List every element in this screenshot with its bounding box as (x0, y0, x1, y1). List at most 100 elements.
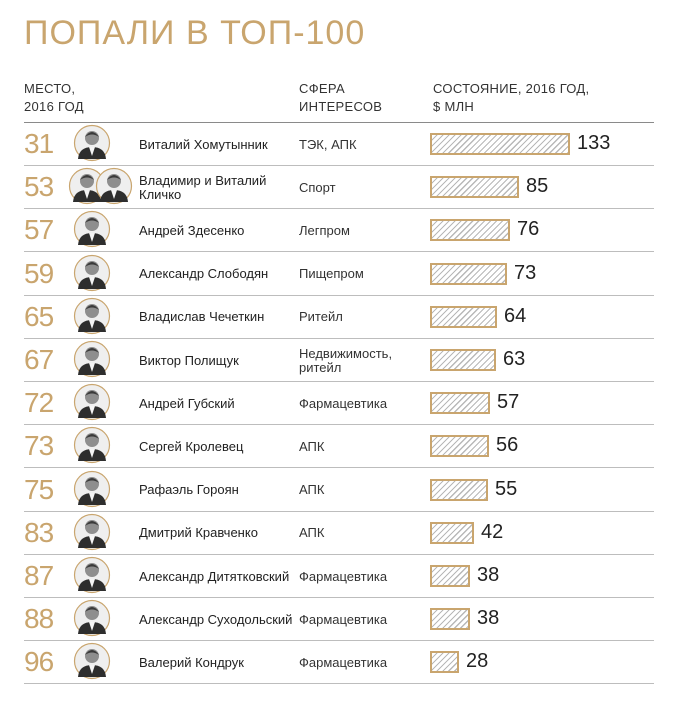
column-header-sphere-line2: ИНТЕРЕСОВ (299, 99, 383, 114)
sphere-of-interest: Фармацевтика (299, 395, 388, 411)
avatar (73, 384, 111, 421)
table-row: 96 Валерий Кондрук Фармацевтика 28 (24, 641, 654, 685)
avatar (73, 427, 111, 464)
wealth-bar (430, 651, 459, 674)
rank-value: 75 (24, 473, 54, 505)
rank-value: 87 (24, 560, 54, 591)
row-divider (24, 294, 654, 296)
wealth-bar (430, 435, 489, 458)
rank-value: 83 (24, 516, 54, 548)
sphere-of-interest: Спорт (299, 179, 336, 195)
table-row: 67 Виктор Полищук Недвижимость, ритейл 63 (24, 339, 654, 382)
wealth-bar (430, 219, 510, 242)
wealth-bar (430, 608, 470, 631)
wealth-value-label: 38 (477, 564, 500, 586)
avatar (73, 297, 111, 334)
column-header-wealth: СОСТОЯНИЕ, 2016 ГОД, $ МЛН (433, 80, 589, 116)
table-top-rule (24, 122, 654, 123)
row-divider (24, 640, 654, 642)
avatar (73, 470, 111, 507)
sphere-of-interest: АПК (299, 482, 325, 498)
rank-value: 72 (24, 387, 54, 419)
sphere-of-interest: Фармацевтика (299, 654, 388, 670)
table-row: 72 Андрей Губский Фармацевтика 57 (24, 382, 654, 426)
rank-value: 67 (24, 344, 54, 375)
person-name: Андрей Губский (139, 395, 235, 411)
rank-value: 96 (24, 646, 54, 678)
sphere-of-interest: Легпром (299, 222, 350, 238)
table-row: 83 Дмитрий Кравченко АПК 42 (24, 512, 654, 555)
wealth-bar (430, 478, 488, 501)
person-name: Сергей Кролевец (139, 438, 244, 454)
avatar (73, 556, 111, 594)
wealth-bar (430, 305, 497, 328)
wealth-value-label: 73 (514, 261, 537, 284)
wealth-value-label: 28 (466, 650, 489, 673)
column-header-wealth-line2: $ МЛН (433, 99, 475, 114)
row-divider (24, 208, 654, 210)
person-name: Валерий Кондрук (139, 654, 244, 670)
wealth-value-label: 38 (477, 607, 500, 630)
wealth-bar (430, 565, 470, 587)
wealth-value-label: 64 (504, 304, 527, 327)
row-divider (24, 337, 654, 339)
wealth-value-label: 133 (577, 132, 611, 154)
person-name: Александр Дитятковский (139, 568, 290, 584)
sphere-of-interest: Ритейл (299, 309, 343, 325)
rank-value: 73 (24, 430, 54, 462)
avatar (73, 340, 111, 378)
avatar (73, 124, 111, 162)
table-row: 59 Александр Слободян Пищепром 73 (24, 253, 654, 296)
wealth-value-label: 42 (481, 520, 504, 543)
person-name: Александр Слободян (139, 266, 269, 282)
table-row: 87 Александр Дитятковский Фармацевтика 38 (24, 555, 654, 598)
person-name: Александр Суходольский (139, 611, 293, 627)
person-name: Виктор Полищук (139, 352, 239, 368)
avatar-pair (68, 168, 133, 205)
avatar (73, 513, 111, 550)
wealth-bar (430, 392, 490, 415)
column-header-sphere-line1: СФЕРА (299, 81, 345, 96)
person-name: Владимир и Виталий Кличко (139, 172, 267, 202)
wealth-bar (430, 262, 507, 285)
rank-value: 57 (24, 214, 54, 246)
row-divider (24, 165, 654, 166)
row-divider (24, 424, 654, 426)
wealth-value-label: 85 (526, 175, 549, 198)
column-header-rank: МЕСТО, 2016 ГОД (24, 80, 84, 116)
row-divider (24, 467, 654, 469)
row-divider (24, 553, 654, 555)
column-header-wealth-line1: СОСТОЯНИЕ, 2016 ГОД, (433, 81, 590, 96)
sphere-of-interest: Пищепром (299, 266, 364, 282)
wealth-bar (430, 176, 519, 199)
table-row: 65 Владислав Чечеткин Ритейл 64 (24, 296, 654, 339)
table-row: 31 Виталий Хомутынник ТЭК, АПК 133 (24, 123, 654, 166)
table-row: 88 Александр Суходольский Фармацевтика 38 (24, 598, 654, 642)
column-header-rank-line2: 2016 ГОД (24, 99, 84, 114)
avatar (73, 211, 111, 248)
sphere-of-interest: ТЭК, АПК (299, 136, 357, 152)
person-name: Владислав Чечеткин (139, 309, 265, 325)
person-name: Виталий Хомутынник (139, 136, 268, 152)
column-header-sphere: СФЕРА ИНТЕРЕСОВ (299, 80, 382, 116)
avatar (73, 600, 111, 637)
table-row: 53 Владимир и Виталий Кличко Спорт 85 (24, 166, 654, 210)
person-name: Дмитрий Кравченко (139, 525, 258, 541)
row-divider (24, 381, 654, 382)
sphere-of-interest: Фармацевтика (299, 568, 388, 584)
table-row: 57 Андрей Здесенко Легпром 76 (24, 209, 654, 253)
wealth-bar (430, 521, 474, 544)
row-divider (24, 597, 654, 598)
row-divider (24, 683, 654, 685)
row-divider (24, 251, 654, 253)
wealth-value-label: 55 (495, 477, 518, 500)
wealth-value-label: 63 (503, 348, 526, 370)
wealth-value-label: 57 (497, 391, 520, 414)
wealth-value-label: 56 (496, 434, 519, 457)
sphere-of-interest: Недвижимость, ритейл (299, 345, 393, 375)
wealth-bar (430, 133, 570, 155)
person-name: Рафаэль Гороян (139, 482, 239, 498)
rank-value: 31 (24, 128, 54, 159)
avatar (73, 643, 111, 680)
column-header-rank-line1: МЕСТО, (24, 81, 76, 96)
